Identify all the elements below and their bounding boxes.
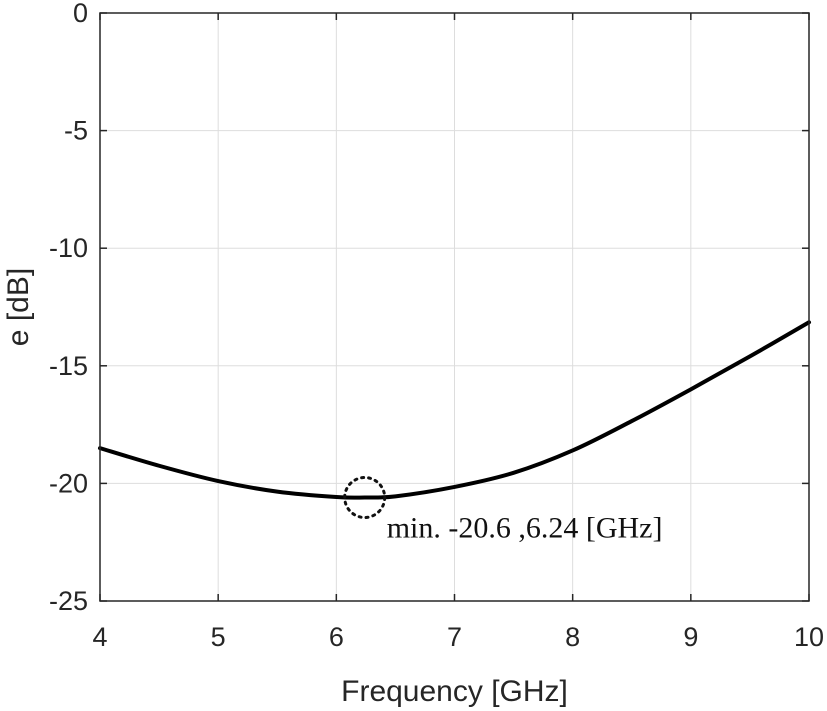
- y-tick-label: -15: [49, 351, 88, 381]
- y-tick-label: -5: [64, 116, 88, 146]
- x-tick-label: 5: [211, 622, 226, 652]
- y-axis-label: e [dB]: [2, 268, 35, 346]
- y-tick-label: -25: [49, 586, 88, 616]
- x-tick-label: 6: [329, 622, 344, 652]
- x-tick-label: 10: [794, 622, 824, 652]
- y-tick-label: 0: [73, 0, 88, 28]
- y-tick-label: -10: [49, 233, 88, 263]
- series-line: [98, 320, 811, 500]
- x-axis-label: Frequency [GHz]: [341, 675, 568, 708]
- x-tick-label: 9: [683, 622, 698, 652]
- minimum-marker: [343, 476, 387, 520]
- annotation-layer: min. -20.6 ,6.24 [GHz]: [343, 476, 663, 545]
- x-tick-label: 7: [447, 622, 462, 652]
- axis-ticks: 4 5 6 7 8 9 10 0 -5 -10 -15 -20 -25: [49, 0, 824, 652]
- x-tick-label: 4: [92, 622, 107, 652]
- minimum-annotation: min. -20.6 ,6.24 [GHz]: [387, 512, 663, 545]
- x-tick-label: 8: [565, 622, 580, 652]
- series-layer: [98, 320, 811, 500]
- y-tick-label: -20: [49, 468, 88, 498]
